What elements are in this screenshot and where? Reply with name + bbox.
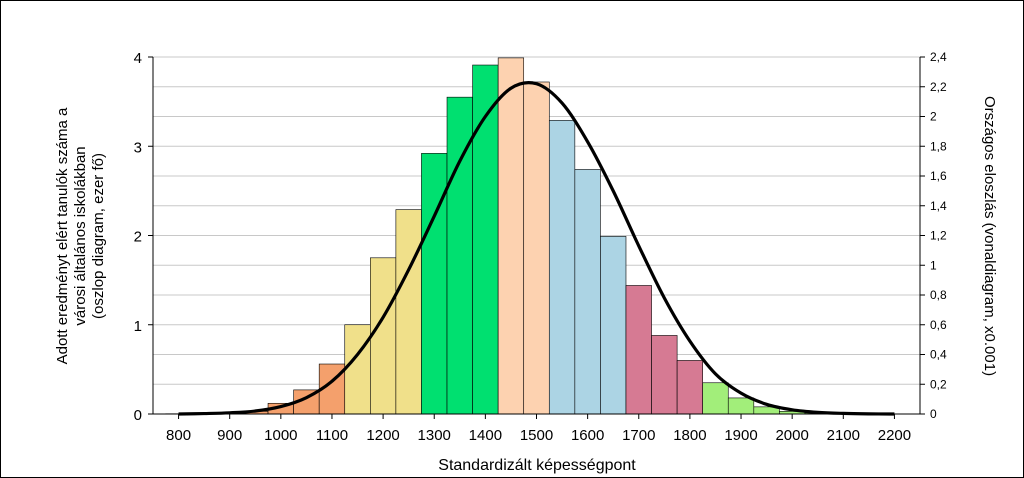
axis-titles: Standardizált képességpont Adott eredmén… xyxy=(54,96,998,474)
y2-tick-label: 2 xyxy=(930,110,937,124)
y2-tick-label: 0,6 xyxy=(930,318,947,332)
y2-tick-label: 0,2 xyxy=(930,377,947,391)
histogram-bar xyxy=(651,335,678,415)
tick-labels: 800 900 1000 1100 1200 1300 1400 1500 1600 1700 18… xyxy=(134,50,947,444)
x-tick-label: 1800 xyxy=(673,427,706,444)
histogram-bar xyxy=(497,57,525,415)
x-tick-label: 1300 xyxy=(418,427,451,444)
x-tick-label: 1500 xyxy=(520,427,553,444)
histogram-bar xyxy=(370,257,397,415)
histogram-bar xyxy=(344,324,371,415)
y-tick-label: 0 xyxy=(134,407,142,424)
y2-tick-label: 1,4 xyxy=(930,199,947,213)
x-tick-label: 2200 xyxy=(878,427,911,444)
y2-tick-label: 2,4 xyxy=(930,50,947,64)
x-tick-label: 1100 xyxy=(316,427,348,444)
y-axis-title-line-1: Adott eredményt elért tanulók száma a xyxy=(54,107,71,364)
x-tick-label: 1400 xyxy=(469,427,502,444)
x-tick-label: 1700 xyxy=(622,427,655,444)
y-tick-label: 3 xyxy=(134,139,142,156)
histogram-bar xyxy=(702,382,729,415)
x-tick-label: 1600 xyxy=(571,427,604,444)
x-tick-label: 2000 xyxy=(775,427,808,444)
x-tick-label: 1200 xyxy=(366,427,399,444)
histogram-bar xyxy=(574,169,601,415)
distribution-curve-layer xyxy=(178,81,895,416)
y-axis-title-line-2: városi általános iskolákban xyxy=(72,146,89,325)
x-axis-title: Standardizált képességpont xyxy=(438,457,636,474)
histogram-bar xyxy=(395,209,422,415)
x-tick-label: 2100 xyxy=(827,427,860,444)
y-axis-title-line-3: (oszlop diagram, ezer fő) xyxy=(90,153,107,319)
distribution-curve-line xyxy=(178,81,895,416)
x-tick-label: 1000 xyxy=(264,427,297,444)
y-tick-label: 4 xyxy=(134,50,142,67)
y2-tick-label: 1,8 xyxy=(930,139,947,153)
histogram-bar xyxy=(676,360,703,415)
y2-tick-label: 0,4 xyxy=(930,348,947,362)
y-tick-label: 2 xyxy=(134,229,142,246)
histogram-bar xyxy=(600,236,627,415)
y2-axis-title: Országos eloszlás (vonaldiagram, x0.001) xyxy=(981,96,998,376)
histogram-bar xyxy=(446,96,473,415)
y2-tick-label: 2,2 xyxy=(930,80,947,94)
x-tick-label: 1900 xyxy=(724,427,757,444)
histogram-bar xyxy=(421,153,448,415)
bars xyxy=(165,57,882,415)
histogram-bar xyxy=(625,285,652,415)
axes xyxy=(148,56,925,419)
x-tick-label: 800 xyxy=(166,427,191,444)
y2-tick-label: 1,6 xyxy=(930,169,947,183)
x-tick-label: 900 xyxy=(217,427,242,444)
y-tick-label: 1 xyxy=(134,318,142,335)
histogram-bar xyxy=(727,397,755,415)
y2-tick-label: 0,8 xyxy=(930,288,947,302)
y2-tick-label: 1 xyxy=(930,258,937,272)
histogram-bar xyxy=(472,64,499,415)
histogram-bar xyxy=(523,81,550,415)
y2-tick-label: 0 xyxy=(930,407,937,421)
y2-tick-label: 1,2 xyxy=(930,229,947,243)
histogram-bar xyxy=(548,120,576,415)
